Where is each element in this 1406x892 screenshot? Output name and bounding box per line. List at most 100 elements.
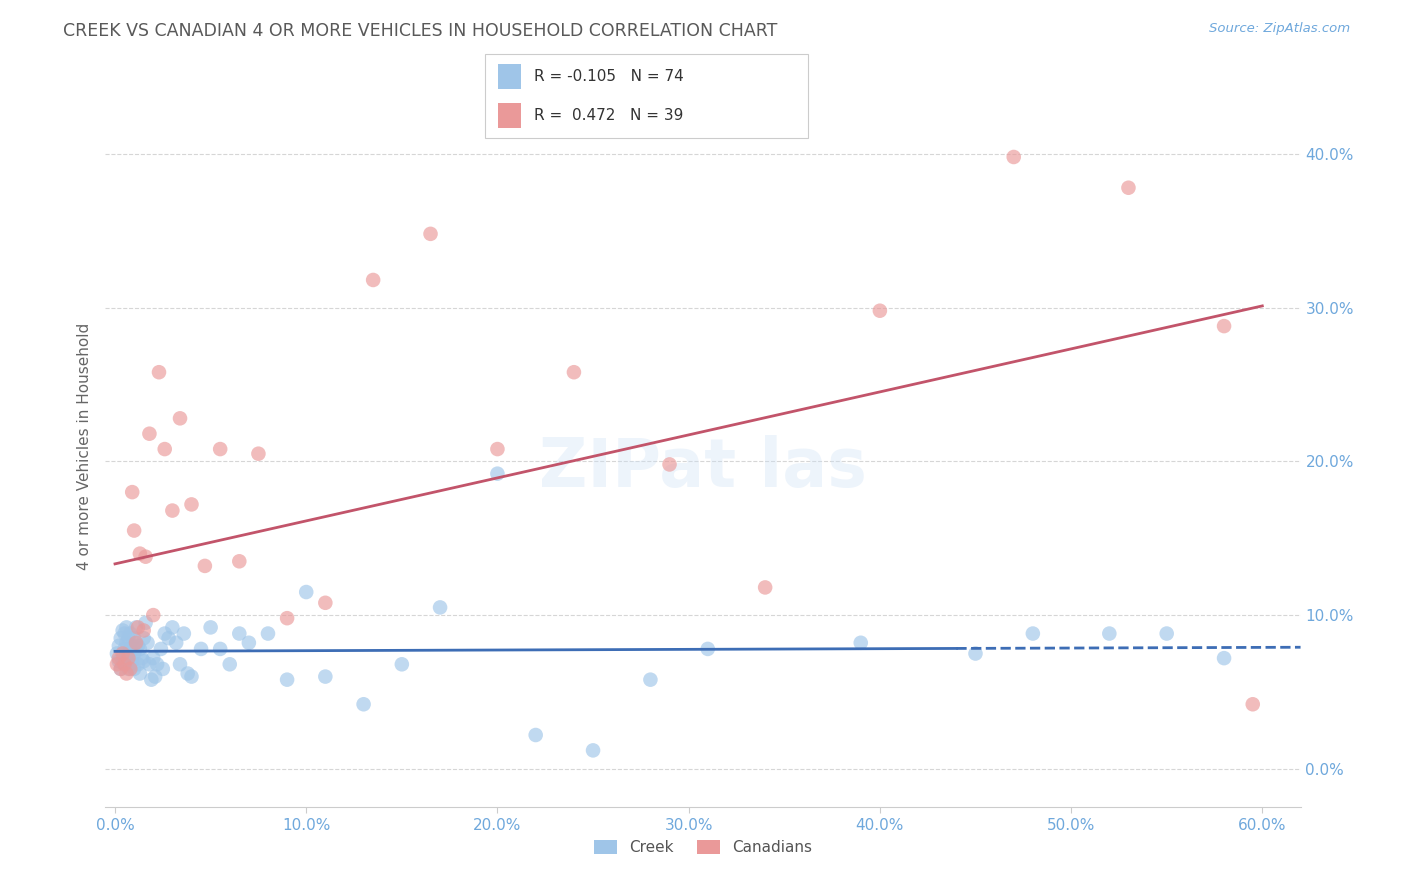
Point	[135, 615, 157, 630]
Point	[117, 647, 139, 661]
Point	[138, 426, 160, 441]
Bar	[498, 63, 520, 89]
Point	[136, 636, 159, 650]
Point	[582, 743, 605, 757]
Point	[111, 647, 134, 661]
Point	[115, 620, 138, 634]
Point	[142, 608, 165, 623]
Point	[218, 657, 240, 672]
Point	[114, 641, 136, 656]
Point	[849, 636, 872, 650]
Point	[141, 673, 163, 687]
Point	[120, 626, 142, 640]
Point	[209, 641, 232, 656]
Point	[152, 662, 174, 676]
Point	[361, 273, 384, 287]
Point	[108, 654, 131, 668]
Point	[869, 303, 891, 318]
Point	[125, 636, 148, 650]
Legend: Creek, Canadians: Creek, Canadians	[588, 834, 818, 861]
Point	[117, 662, 139, 676]
Point	[114, 657, 136, 672]
Point	[1156, 626, 1178, 640]
Point	[114, 657, 136, 672]
Point	[128, 666, 150, 681]
Point	[111, 624, 134, 638]
Point	[105, 647, 128, 661]
Point	[121, 654, 143, 668]
Point	[105, 657, 128, 672]
Text: ZIPat las: ZIPat las	[538, 434, 868, 500]
Point	[353, 698, 375, 712]
Point	[125, 620, 148, 634]
Point	[391, 657, 413, 672]
Point	[1213, 651, 1236, 665]
Point	[1098, 626, 1121, 640]
Point	[110, 631, 132, 645]
Point	[128, 547, 150, 561]
Point	[115, 651, 138, 665]
Text: R = -0.105   N = 74: R = -0.105 N = 74	[534, 69, 683, 84]
Point	[128, 641, 150, 656]
Point	[754, 581, 776, 595]
Point	[149, 641, 172, 656]
Point	[148, 365, 170, 379]
Text: R =  0.472   N = 39: R = 0.472 N = 39	[534, 108, 683, 123]
Point	[180, 670, 202, 684]
Point	[132, 624, 155, 638]
Point	[524, 728, 547, 742]
Point	[314, 670, 336, 684]
Point	[194, 558, 217, 573]
Point	[965, 647, 987, 661]
Point	[120, 662, 142, 676]
Point	[486, 442, 509, 456]
Point	[165, 636, 187, 650]
Point	[122, 631, 145, 645]
Point	[276, 611, 298, 625]
Point	[1241, 698, 1264, 712]
Point	[162, 503, 184, 517]
Point	[143, 670, 166, 684]
Point	[111, 654, 134, 668]
Point	[640, 673, 662, 687]
Point	[314, 596, 336, 610]
Point	[238, 636, 260, 650]
Point	[115, 666, 138, 681]
Point	[1002, 150, 1025, 164]
Point	[117, 651, 139, 665]
FancyBboxPatch shape	[485, 54, 808, 138]
Point	[115, 636, 138, 650]
Point	[146, 657, 169, 672]
Point	[1022, 626, 1045, 640]
Point	[295, 585, 318, 599]
Point	[658, 458, 681, 472]
Point	[157, 631, 180, 645]
Text: CREEK VS CANADIAN 4 OR MORE VEHICLES IN HOUSEHOLD CORRELATION CHART: CREEK VS CANADIAN 4 OR MORE VEHICLES IN …	[63, 22, 778, 40]
Point	[110, 662, 132, 676]
Point	[122, 662, 145, 676]
Point	[131, 651, 153, 665]
Point	[121, 639, 143, 653]
Point	[153, 442, 176, 456]
Point	[122, 524, 145, 538]
Point	[127, 620, 149, 634]
Bar	[498, 103, 520, 128]
Point	[108, 651, 131, 665]
Point	[122, 647, 145, 661]
Point	[162, 620, 184, 634]
Point	[562, 365, 585, 379]
Point	[190, 641, 212, 656]
Point	[169, 411, 191, 425]
Point	[125, 641, 148, 656]
Point	[135, 549, 157, 564]
Point	[176, 666, 198, 681]
Point	[121, 485, 143, 500]
Point	[138, 657, 160, 672]
Point	[110, 662, 132, 676]
Point	[173, 626, 195, 640]
Point	[142, 651, 165, 665]
Point	[228, 554, 250, 568]
Point	[200, 620, 222, 634]
Point	[127, 639, 149, 653]
Point	[132, 631, 155, 645]
